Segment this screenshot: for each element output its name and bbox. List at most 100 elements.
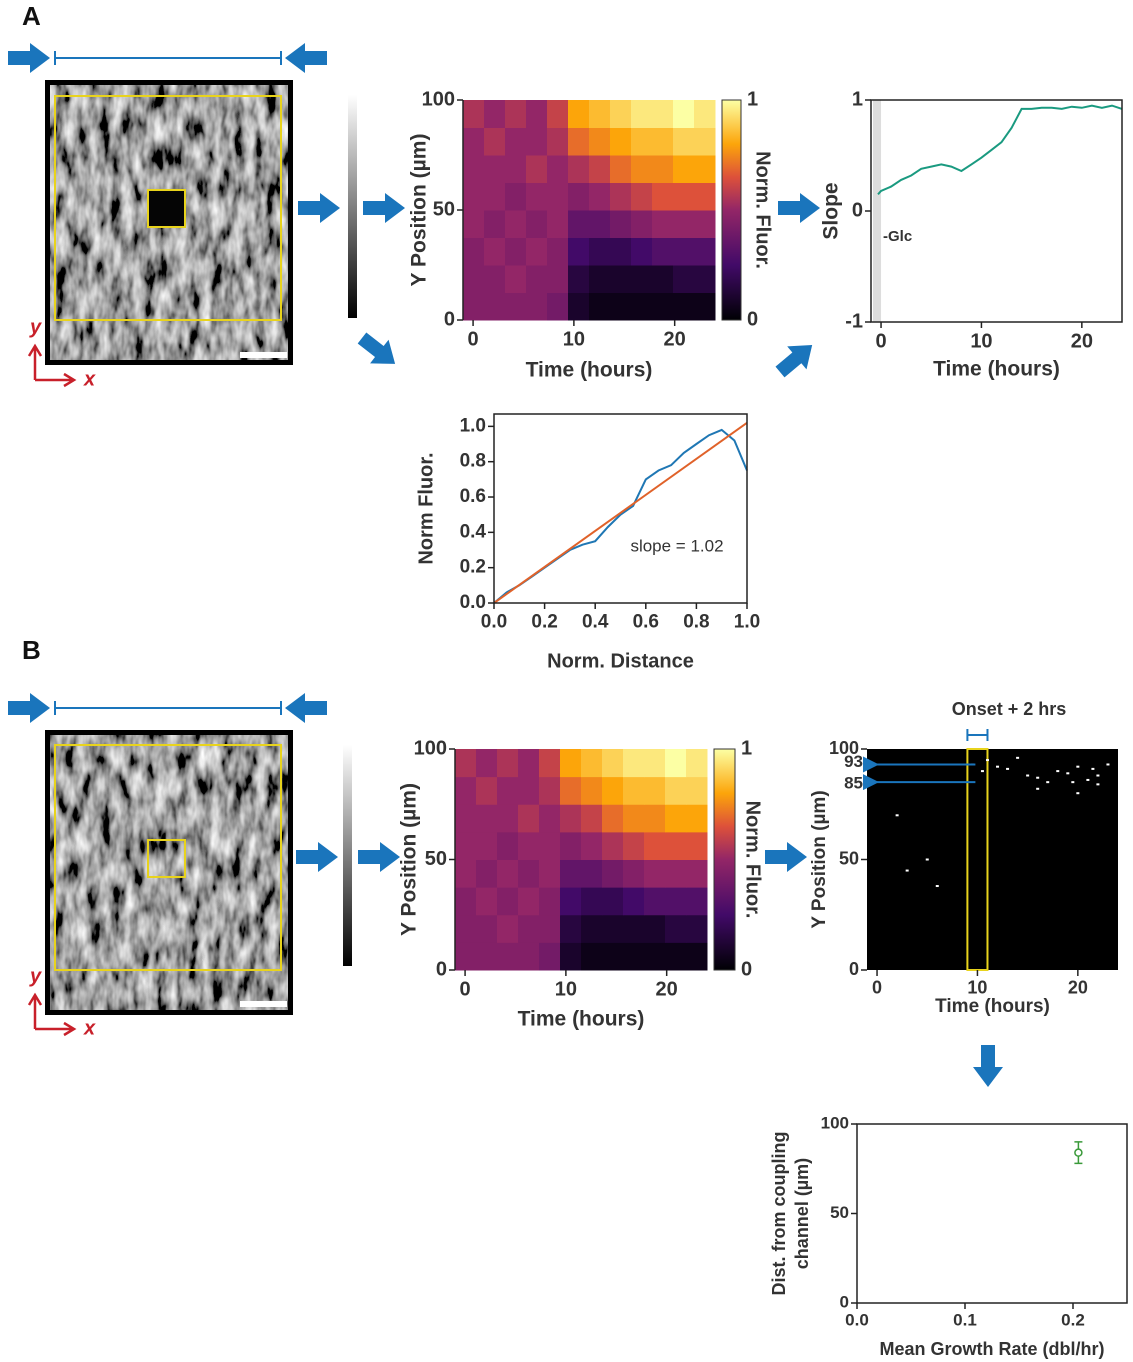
- heatmap-cell: [518, 859, 540, 888]
- heatmap-cell: [539, 914, 561, 943]
- heatmap-cell: [589, 100, 611, 128]
- heatmap-cell: [631, 265, 653, 293]
- point: [1074, 1148, 1083, 1157]
- heatmap-cell: [652, 100, 674, 128]
- frame: [493, 413, 748, 604]
- heatmap-cell: [539, 887, 561, 916]
- heatmap-cell: [476, 804, 498, 833]
- heatmap-cell: [623, 914, 645, 943]
- heatmap-cell: [602, 804, 624, 833]
- y-tick-label: 100: [414, 737, 447, 759]
- heatmap-cell: [463, 237, 485, 266]
- heatmap-cell: [484, 210, 506, 238]
- heatmap-cell: [455, 859, 477, 888]
- x-tick-label: 1.0: [734, 611, 760, 632]
- arrow: [973, 1045, 1003, 1087]
- heatmap-cell: [631, 127, 653, 156]
- arrow: [8, 43, 50, 73]
- heatmap-cell: [560, 859, 582, 888]
- x-tick-label: 0.2: [1061, 1310, 1085, 1329]
- y-tick-label: 0.6: [460, 486, 486, 507]
- arrow: [296, 842, 338, 872]
- heatmap-cell: [694, 100, 716, 128]
- heatmap-cell: [581, 887, 603, 916]
- heatmap-cell: [686, 914, 708, 943]
- heatmap-cell: [463, 182, 485, 211]
- width-marker: [54, 701, 282, 715]
- x-tick-label: 20: [664, 328, 686, 350]
- heatmap-cell: [484, 237, 506, 266]
- heatmap-cell: [497, 804, 519, 833]
- heatmap-cell: [652, 210, 674, 238]
- heatmap-cell: [581, 831, 603, 860]
- marker-label: 93: [844, 752, 863, 771]
- heatmap-cell: [589, 210, 611, 238]
- x-axis-label: Time (hours): [935, 996, 1050, 1017]
- heatmap-cell: [631, 100, 653, 128]
- heatmap-cell: [581, 859, 603, 888]
- heatmap-cell: [539, 804, 561, 833]
- heatmap-cell: [673, 237, 695, 266]
- image-axes: [27, 992, 77, 1037]
- y-tick-label: 50: [433, 198, 455, 220]
- heatmap-cell: [463, 127, 485, 156]
- image-axis-label: y: [29, 965, 42, 987]
- x-tick-label: 0.6: [633, 611, 659, 632]
- y-tick-label: 100: [821, 1113, 849, 1132]
- panel-label: B: [22, 635, 41, 665]
- heatmap-cell: [568, 210, 590, 238]
- heatmap-cell: [631, 237, 653, 266]
- heatmap-cell: [547, 292, 569, 321]
- heatmap-cell: [686, 887, 708, 916]
- point: [1006, 767, 1010, 770]
- heatmap-cell: [581, 804, 603, 833]
- y-tick-label: 0: [444, 308, 455, 330]
- heatmap-cell: [694, 182, 716, 211]
- annotation: -Glc: [883, 228, 912, 245]
- heatmap-cell: [568, 182, 590, 211]
- y-tick-label: 100: [829, 738, 859, 758]
- point: [1091, 767, 1095, 770]
- colorbar-label: Norm. Fluor.: [742, 801, 764, 919]
- heatmap-cell: [518, 831, 540, 860]
- heatmap-cell: [631, 182, 653, 211]
- line: [877, 104, 1123, 196]
- heatmap-cell: [589, 237, 611, 266]
- heatmap-cell: [539, 749, 561, 778]
- heatmap-cell: [505, 100, 527, 128]
- y-axis-label: Y Position (µm): [408, 134, 431, 287]
- heatmap-cell: [644, 942, 666, 971]
- heatmap-cell: [644, 914, 666, 943]
- heatmap-cell: [602, 831, 624, 860]
- arrow: [285, 43, 327, 73]
- heatmap-cell: [463, 265, 485, 293]
- heatmap-cell: [686, 831, 708, 860]
- x-axis-label: Mean Growth Rate (dbl/hr): [880, 1339, 1105, 1359]
- heatmap-cell: [610, 265, 632, 293]
- heatmap-cell: [505, 182, 527, 211]
- heatmap-cell: [518, 776, 540, 805]
- heatmap-cell: [547, 237, 569, 266]
- scale-bar: [240, 1001, 287, 1007]
- heatmap-cell: [610, 100, 632, 128]
- arrow: [8, 693, 50, 723]
- width-marker: [54, 51, 282, 65]
- heatmap-cell: [644, 749, 666, 778]
- heatmap-cell: [568, 155, 590, 183]
- point: [1056, 770, 1060, 773]
- heatmap-cell: [644, 804, 666, 833]
- x-tick-label: 0.0: [481, 611, 507, 632]
- heatmap-cell: [686, 804, 708, 833]
- x-tick-label: 10: [563, 328, 585, 350]
- heatmap-cell: [505, 210, 527, 238]
- heatmap-cell: [623, 776, 645, 805]
- heatmap-cell: [463, 100, 485, 128]
- heatmap-cell: [484, 155, 506, 183]
- heatmap-cell: [665, 749, 687, 778]
- frame: [870, 99, 1123, 323]
- y-tick-label: 50: [425, 848, 447, 870]
- heatmap-cell: [497, 831, 519, 860]
- chart-title: Onset + 2 hrs: [952, 699, 1067, 719]
- heatmap-cell: [686, 776, 708, 805]
- heatmap-cell: [568, 265, 590, 293]
